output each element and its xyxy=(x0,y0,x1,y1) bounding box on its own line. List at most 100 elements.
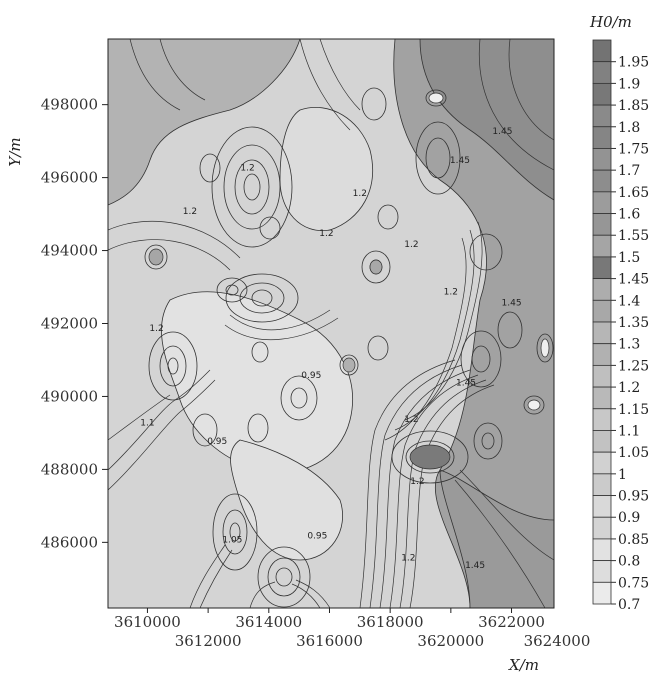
contour-ring xyxy=(536,333,554,363)
contour-ring xyxy=(259,216,281,240)
legend-swatch xyxy=(592,538,612,562)
contour-label: 1.1 xyxy=(140,419,154,429)
contour-line xyxy=(384,237,467,441)
legend-label: 0.7 xyxy=(618,597,640,613)
contour-line xyxy=(478,39,554,171)
contour-ring xyxy=(225,284,239,296)
contour-spot xyxy=(527,399,541,411)
legend-label: 1 xyxy=(618,467,627,483)
contour-ring xyxy=(425,89,447,107)
contour-label: 1.45 xyxy=(450,156,470,166)
contour-ring xyxy=(251,341,269,363)
legend-label: 0.8 xyxy=(618,554,640,570)
legend-swatch xyxy=(592,430,612,453)
contour-region-northwest xyxy=(108,39,301,206)
x-ticks-upper: 3610000 3614000 3618000 3622000 xyxy=(114,608,545,631)
legend: H0/m 1.95 1.9 1.85 1.8 1.75 1.7 1.65 1.6 1.55 1.5… xyxy=(589,13,649,613)
contour-region-east xyxy=(393,39,554,608)
legend-label: 1.25 xyxy=(618,358,649,374)
contour-label: 1.45 xyxy=(456,379,476,389)
contour-spot xyxy=(148,248,164,266)
contour-line xyxy=(389,374,479,608)
contour-ring xyxy=(473,422,503,460)
legend-swatch xyxy=(592,61,612,84)
contour-label: 1.2 xyxy=(240,163,254,173)
legend-swatch xyxy=(592,39,612,63)
contour-ring xyxy=(361,87,387,121)
x-tick-label: 3614000 xyxy=(235,613,302,631)
contour-line xyxy=(249,581,276,608)
contour-ring xyxy=(229,522,241,542)
legend-swatch xyxy=(592,495,612,518)
contour-line xyxy=(459,469,554,561)
contour-line xyxy=(508,39,554,141)
contour-line xyxy=(108,220,241,259)
contour-spot xyxy=(540,338,550,358)
contour-line xyxy=(199,549,233,608)
y-tick-label: 490000 xyxy=(41,387,98,405)
legend-swatch xyxy=(592,278,612,301)
contour-line xyxy=(291,583,321,608)
legend-swatch xyxy=(592,321,612,345)
contour-ring xyxy=(377,204,399,230)
legend-label: 1.1 xyxy=(618,423,640,439)
contour-ring xyxy=(481,432,495,450)
contour-region-southeast xyxy=(439,469,554,608)
legend-label: 1.6 xyxy=(618,207,640,223)
contour-ring xyxy=(471,345,491,373)
legend-title: H0/m xyxy=(589,13,632,31)
contour-label: 1.45 xyxy=(502,298,522,308)
y-ticks: 486000 488000 490000 492000 494000 496000 4980… xyxy=(41,96,108,551)
legend-label: 1.4 xyxy=(618,293,640,309)
x-tick-label: 3612000 xyxy=(175,632,242,650)
contour-region-upper-center xyxy=(279,107,373,232)
contour-ring xyxy=(361,250,391,284)
contour-line xyxy=(229,309,331,331)
contour-line xyxy=(159,39,206,101)
legend-swatch xyxy=(592,473,612,496)
legend-swatch xyxy=(592,581,612,605)
x-tick-label: 3622000 xyxy=(478,613,545,631)
legend-label: 1.15 xyxy=(618,402,649,418)
contour-line xyxy=(369,364,463,608)
contour-ring xyxy=(290,387,308,409)
contour-ring xyxy=(523,395,545,415)
contour-field xyxy=(108,39,554,608)
legend-label: 0.95 xyxy=(618,489,649,505)
contour-ring xyxy=(148,331,198,401)
contour-ring xyxy=(405,440,455,474)
contour-label: 1.2 xyxy=(319,229,333,239)
legend-label: 1.8 xyxy=(618,120,640,136)
contour-label: 0.95 xyxy=(301,371,321,381)
legend-label: 1.55 xyxy=(618,228,649,244)
contour-ring xyxy=(223,144,281,230)
contour-ring xyxy=(251,289,273,307)
contour-line xyxy=(224,317,339,341)
contour-line xyxy=(108,379,216,491)
contour-line xyxy=(189,544,226,608)
legend-label: 0.75 xyxy=(618,575,649,591)
contour-spot xyxy=(369,259,383,275)
contour-line xyxy=(295,579,331,608)
y-tick-label: 498000 xyxy=(41,96,98,114)
contour-ring xyxy=(239,282,285,314)
contour-ring xyxy=(234,159,270,215)
contour-label: 1.2 xyxy=(410,477,424,487)
legend-swatch xyxy=(592,191,612,214)
legend-swatch xyxy=(592,299,612,323)
contour-region-east-inner xyxy=(419,39,554,201)
x-tick-label: 3624000 xyxy=(524,632,591,650)
contour-label: 1.2 xyxy=(353,189,367,199)
contour-line xyxy=(359,359,456,608)
contour-line xyxy=(108,369,211,471)
contour-ring xyxy=(415,121,461,195)
contour-ring xyxy=(267,557,301,597)
legend-swatch xyxy=(592,213,612,236)
contour-label: 0.95 xyxy=(207,437,227,447)
legend-label: 0.85 xyxy=(618,532,649,548)
legend-swatch xyxy=(592,364,612,388)
legend-swatch xyxy=(592,451,612,475)
y-tick-label: 496000 xyxy=(41,169,98,187)
contour-ring xyxy=(192,413,218,447)
contour-ring xyxy=(275,567,293,587)
